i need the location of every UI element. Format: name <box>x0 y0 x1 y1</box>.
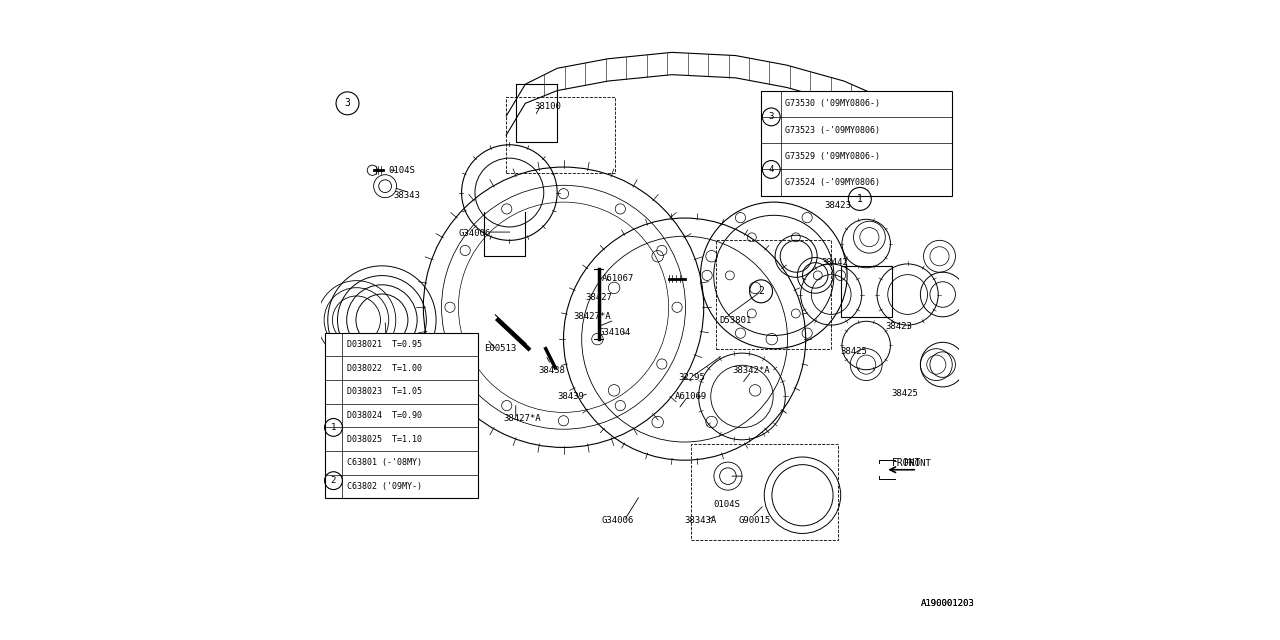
Text: 38438: 38438 <box>538 367 564 376</box>
Bar <box>506 97 614 173</box>
Text: 38100: 38100 <box>535 102 562 111</box>
Text: 4: 4 <box>768 165 774 174</box>
Text: 38423: 38423 <box>886 322 913 331</box>
Text: C63801 (-'08MY): C63801 (-'08MY) <box>347 458 422 467</box>
Bar <box>762 91 952 196</box>
Text: G34104: G34104 <box>599 328 631 337</box>
Text: 38427: 38427 <box>586 293 613 302</box>
Text: 1: 1 <box>330 423 337 432</box>
Text: 38442: 38442 <box>822 258 849 267</box>
Text: 38343: 38343 <box>393 191 420 200</box>
Text: D038022  T=1.00: D038022 T=1.00 <box>347 364 422 372</box>
Text: 38423: 38423 <box>824 201 851 210</box>
Text: 38427*A: 38427*A <box>573 312 611 321</box>
Text: FRONT: FRONT <box>905 459 932 468</box>
Text: 0104S: 0104S <box>388 166 415 175</box>
Text: 32295: 32295 <box>678 373 705 382</box>
Text: C63802 ('09MY-): C63802 ('09MY-) <box>347 482 422 491</box>
Text: D53801: D53801 <box>719 316 751 324</box>
Text: 38343A: 38343A <box>685 516 717 525</box>
Text: 38439: 38439 <box>557 392 584 401</box>
Text: 38342*A: 38342*A <box>732 367 771 376</box>
Text: D038024  T=0.90: D038024 T=0.90 <box>347 411 422 420</box>
Text: D038021  T=0.95: D038021 T=0.95 <box>347 340 422 349</box>
Text: G98404: G98404 <box>356 388 389 398</box>
Text: G34006: G34006 <box>458 230 490 239</box>
Text: 1: 1 <box>856 194 863 204</box>
Text: 3: 3 <box>344 99 351 108</box>
Bar <box>691 444 837 540</box>
Text: G90015: G90015 <box>739 516 771 525</box>
Bar <box>717 241 831 349</box>
Text: 38425: 38425 <box>892 388 919 398</box>
Bar <box>325 333 477 499</box>
Text: D038023  T=1.05: D038023 T=1.05 <box>347 387 422 396</box>
Text: A61067: A61067 <box>602 274 634 283</box>
Text: 2: 2 <box>758 286 764 296</box>
Text: 38425: 38425 <box>892 175 919 184</box>
Text: A190001203: A190001203 <box>920 599 974 608</box>
Text: FRONT: FRONT <box>892 458 922 468</box>
Text: 38342: 38342 <box>362 408 389 417</box>
Text: G34006: G34006 <box>602 516 634 525</box>
Text: 0104S: 0104S <box>713 500 740 509</box>
Text: A61069: A61069 <box>675 392 708 401</box>
Text: G73530 ('09MY0806-): G73530 ('09MY0806-) <box>786 99 881 108</box>
Text: 38425: 38425 <box>841 348 868 356</box>
Text: G73524 (-'09MY0806): G73524 (-'09MY0806) <box>786 178 881 187</box>
Text: 3: 3 <box>768 113 774 122</box>
Text: G73523 (-'09MY0806): G73523 (-'09MY0806) <box>786 125 881 134</box>
Bar <box>841 266 892 317</box>
Text: 38427*A: 38427*A <box>503 414 540 423</box>
Text: G73529 ('09MY0806-): G73529 ('09MY0806-) <box>786 152 881 161</box>
Text: A190001203: A190001203 <box>920 599 974 608</box>
Text: E00513: E00513 <box>484 344 516 353</box>
Text: 38425: 38425 <box>854 147 881 156</box>
Text: D038025  T=1.10: D038025 T=1.10 <box>347 435 422 444</box>
Text: 2: 2 <box>330 476 337 485</box>
